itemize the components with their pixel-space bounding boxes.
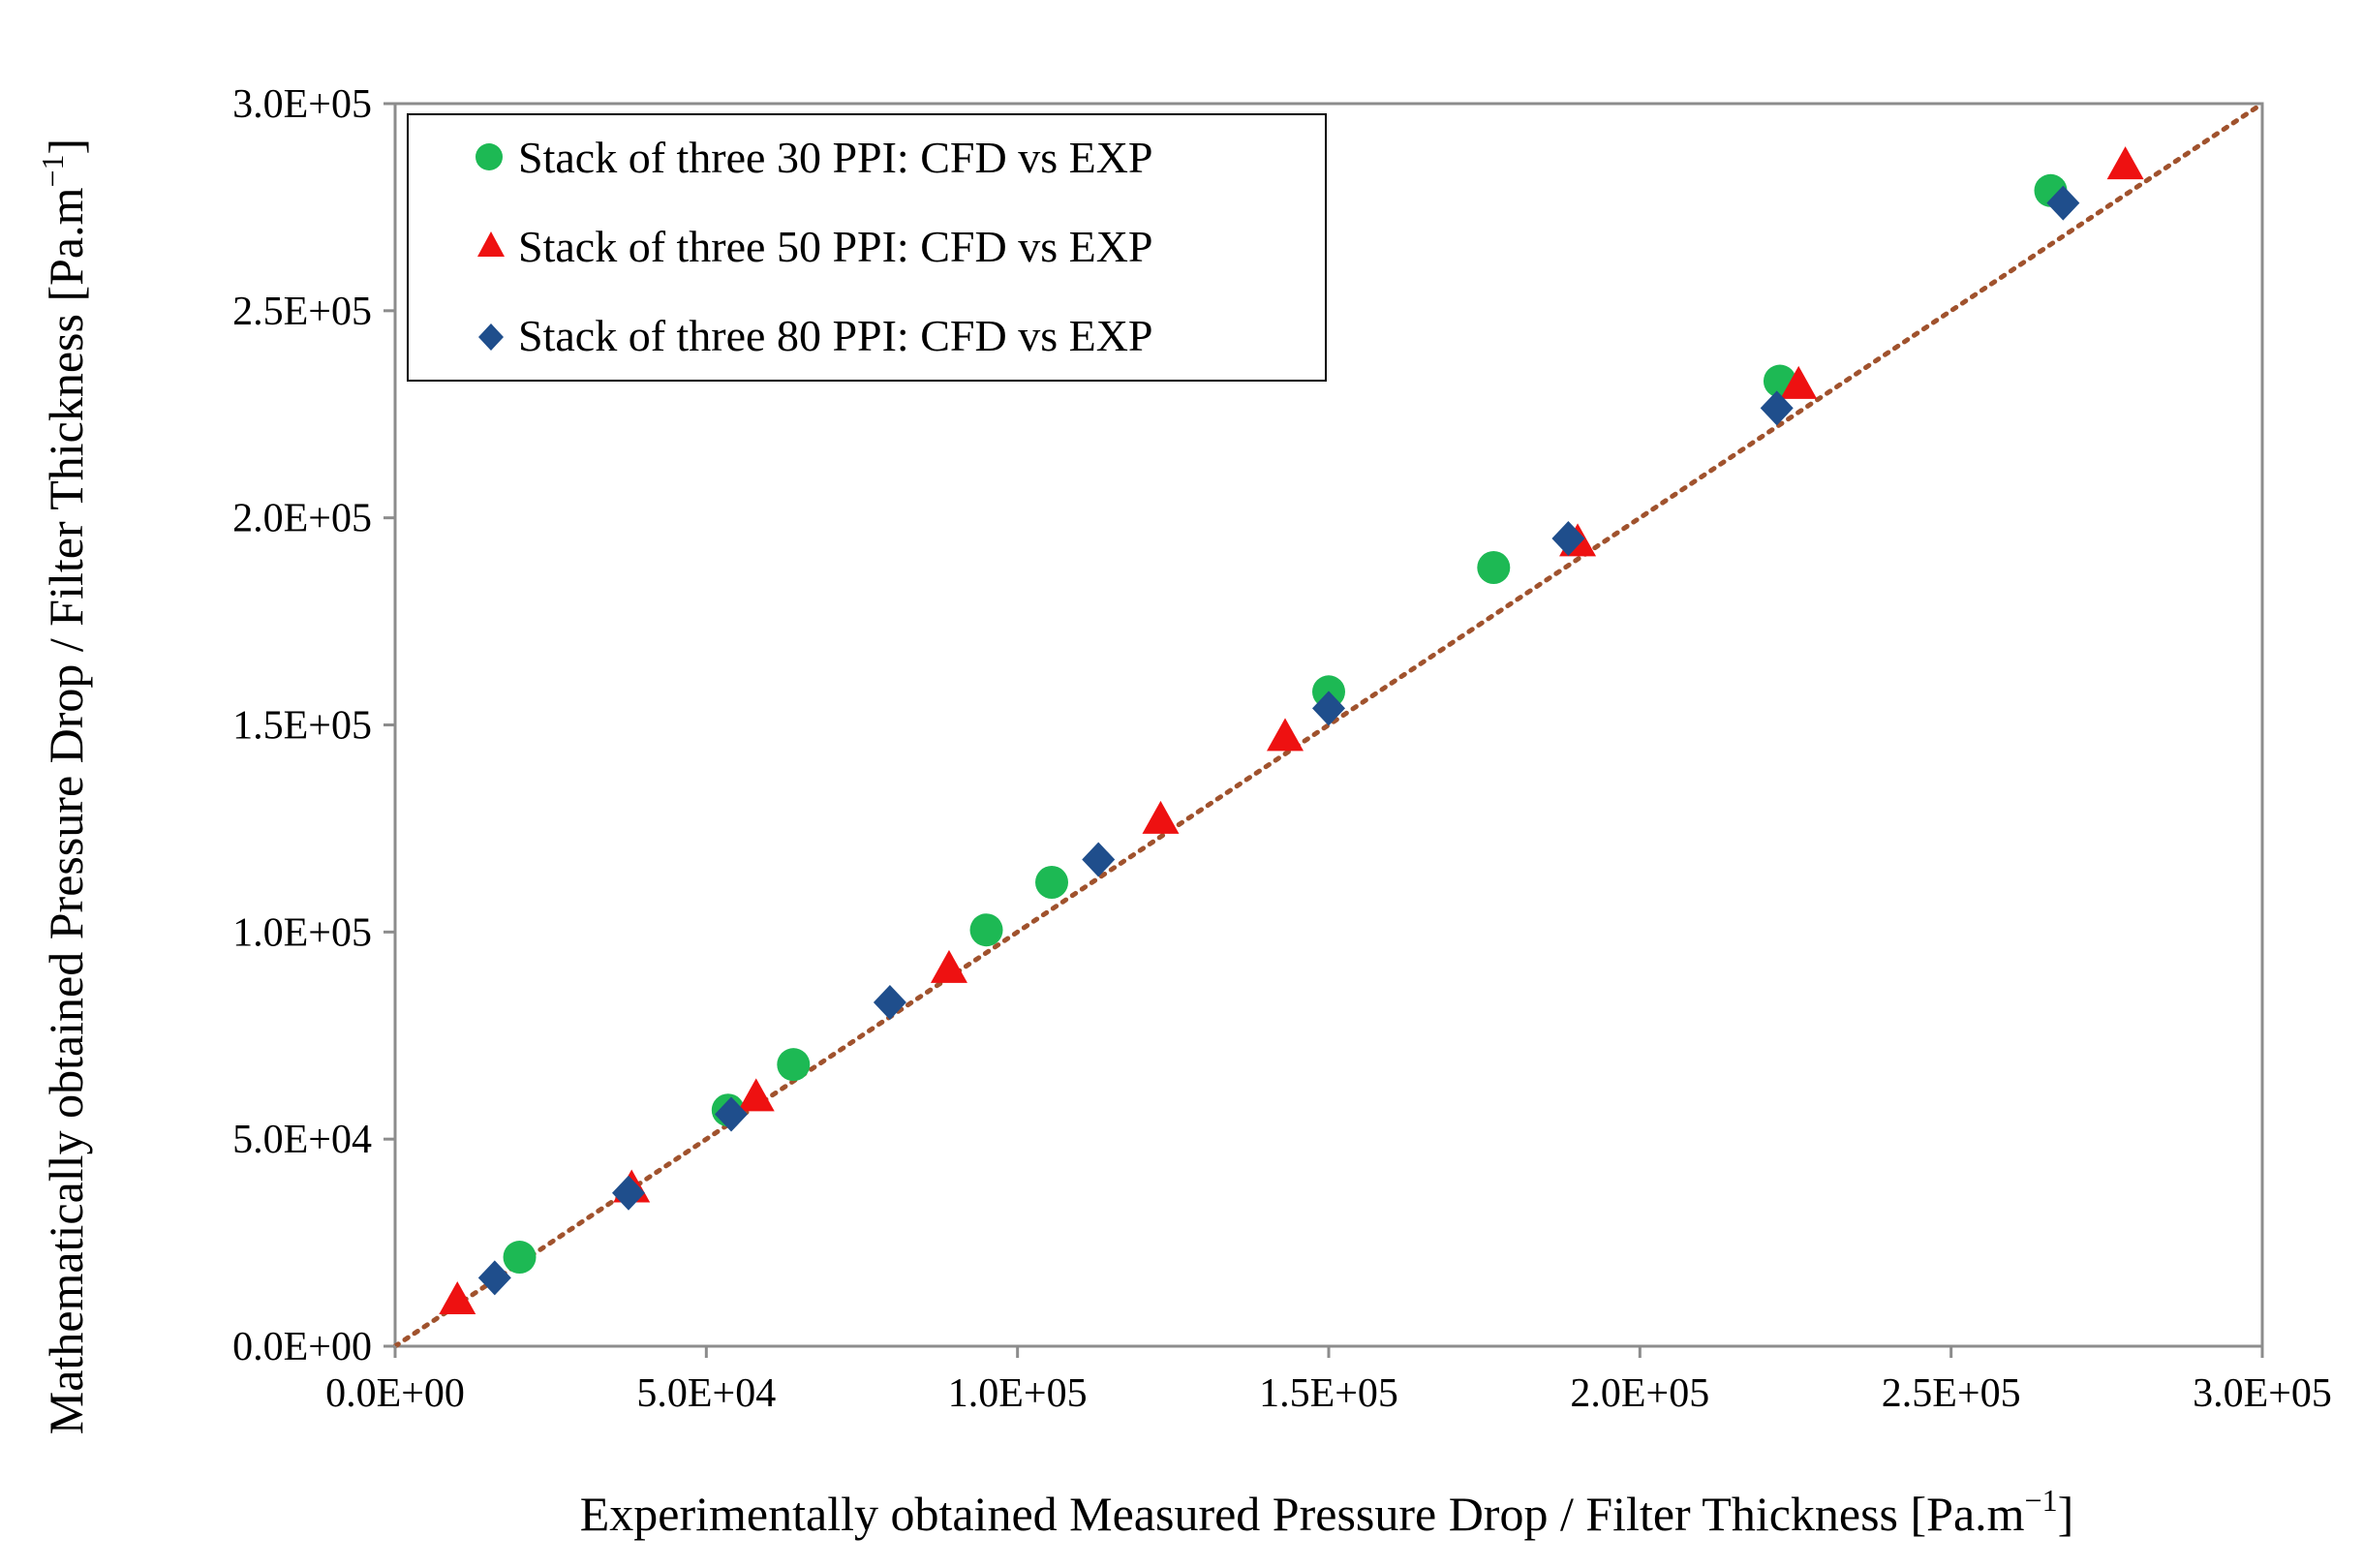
y-tick-label: 1.0E+05 xyxy=(232,910,372,955)
data-point-50ppi xyxy=(737,1078,775,1112)
y-axis-title-exponent: −1 xyxy=(35,154,70,187)
data-point-30ppi xyxy=(503,1241,537,1275)
data-point-30ppi xyxy=(1477,550,1511,584)
y-axis-title-text: Mathematically obtained Pressure Drop / … xyxy=(39,187,93,1434)
data-point-80ppi xyxy=(1551,521,1585,557)
y-tick-label: 5.0E+04 xyxy=(232,1118,372,1162)
series-diamond xyxy=(477,185,2080,1296)
legend-label-50ppi: Stack of three 50 PPI: CFD vs EXP xyxy=(518,222,1153,271)
data-point-80ppi xyxy=(2046,185,2080,221)
y-axis-title: Mathematically obtained Pressure Drop / … xyxy=(35,138,93,1434)
axis-layer: 0.0E+00 5.0E+04 1.0E+05 1.5E+05 2.0E+05 2.5E+… xyxy=(232,82,2332,1416)
data-point-50ppi xyxy=(1267,718,1304,752)
data-point-80ppi xyxy=(1760,390,1794,426)
legend-label-80ppi: Stack of three 80 PPI: CFD vs EXP xyxy=(518,311,1153,360)
data-point-80ppi xyxy=(1312,691,1345,726)
data-point-80ppi xyxy=(715,1096,749,1132)
x-tick-label: 5.0E+04 xyxy=(636,1371,776,1416)
legend-marker-30ppi-circle xyxy=(476,143,503,170)
data-point-80ppi xyxy=(1082,842,1116,877)
legend: Stack of three 30 PPI: CFD vs EXP Stack … xyxy=(407,113,1327,382)
legend-marker-80ppi-diamond xyxy=(478,323,504,351)
x-tick-label: 1.0E+05 xyxy=(948,1371,1088,1416)
x-tick-label: 2.0E+05 xyxy=(1570,1371,1709,1416)
data-point-30ppi xyxy=(1035,866,1069,900)
data-point-50ppi xyxy=(930,949,967,983)
data-point-80ppi xyxy=(612,1175,645,1211)
data-point-50ppi xyxy=(439,1280,476,1314)
y-axis-title-bracket: ] xyxy=(39,138,93,155)
x-tick-label: 0.0E+00 xyxy=(325,1371,465,1416)
data-point-50ppi xyxy=(1142,800,1180,834)
data-point-80ppi xyxy=(477,1260,511,1296)
data-point-80ppi xyxy=(873,985,906,1021)
legend-marker-50ppi-triangle xyxy=(477,231,505,257)
y-tick-label: 2.5E+05 xyxy=(232,290,372,334)
y-tick-label: 0.0E+00 xyxy=(232,1325,372,1369)
legend-label-30ppi: Stack of three 30 PPI: CFD vs EXP xyxy=(518,133,1153,182)
x-axis-title-text: Experimentally obtained Measured Pressur… xyxy=(580,1487,2025,1541)
data-points-layer xyxy=(439,146,2144,1314)
legend-box xyxy=(407,113,1327,382)
data-point-30ppi xyxy=(969,913,1003,947)
x-axis-title: Experimentally obtained Measured Pressur… xyxy=(580,1483,2074,1541)
y-tick-label: 1.5E+05 xyxy=(232,704,372,749)
data-point-50ppi xyxy=(1780,365,1818,399)
x-tick-label: 1.5E+05 xyxy=(1259,1371,1398,1416)
x-tick-label: 3.0E+05 xyxy=(2193,1371,2332,1416)
y-tick-label: 3.0E+05 xyxy=(232,82,372,127)
data-point-30ppi xyxy=(777,1048,811,1082)
data-point-50ppi xyxy=(2106,146,2144,180)
x-tick-label: 2.5E+05 xyxy=(1882,1371,2021,1416)
y-tick-label: 2.0E+05 xyxy=(232,497,372,541)
x-axis-title-bracket: ] xyxy=(2058,1487,2074,1541)
x-axis-title-exponent: −1 xyxy=(2025,1483,2058,1518)
